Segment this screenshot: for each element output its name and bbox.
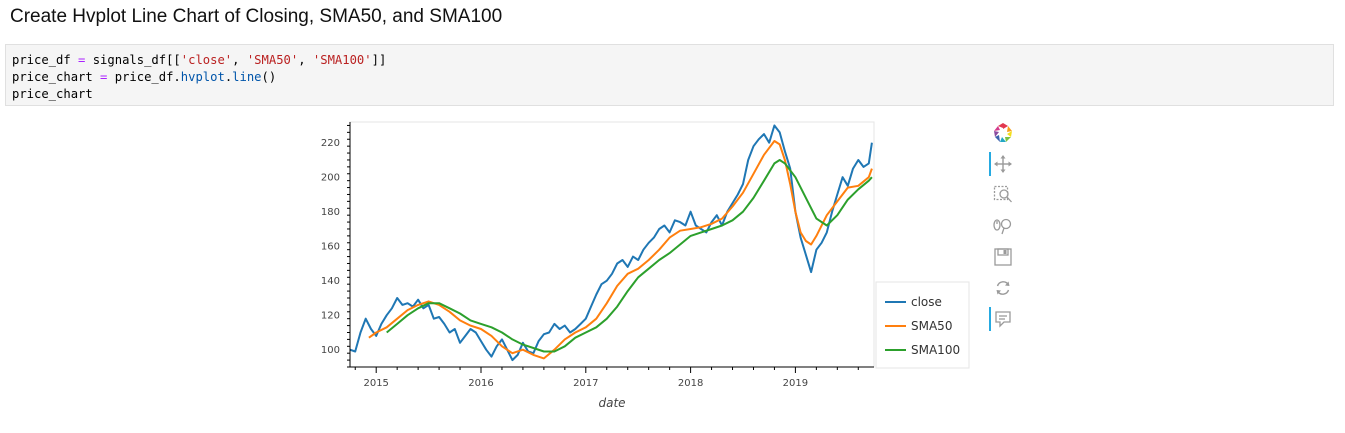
y-tick-label: 100 — [321, 345, 340, 356]
code-token: = — [70, 53, 93, 67]
code-token: . — [224, 70, 233, 84]
code-line-3: price_chart — [12, 87, 93, 101]
y-tick-label: 200 — [321, 173, 340, 184]
y-tick-label: 180 — [321, 207, 340, 218]
box-zoom-icon[interactable] — [988, 182, 1018, 208]
legend-label: SMA50 — [911, 319, 952, 333]
pan-icon[interactable] — [988, 151, 1018, 177]
line-chart[interactable]: 100 120 140 160 180 200 220 2015 2016 2017 2018 201… — [305, 112, 975, 417]
y-tick-label: 140 — [321, 276, 340, 287]
chart-canvas[interactable]: 100 120 140 160 180 200 220 2015 2016 2017 2018 201… — [305, 112, 975, 417]
y-tick-label: 120 — [321, 311, 340, 322]
hover-icon[interactable] — [988, 306, 1018, 332]
x-tick-label: 2018 — [678, 378, 703, 389]
code-token: price_chart — [12, 70, 93, 84]
code-token: price_df. — [114, 70, 181, 84]
reset-icon[interactable] — [988, 275, 1018, 301]
code-token: line — [232, 70, 262, 84]
series-line-sma100 — [386, 159, 873, 353]
save-icon[interactable] — [988, 244, 1018, 270]
code-token: signals_df[[ — [92, 53, 181, 67]
x-tick-label: 2019 — [783, 378, 808, 389]
code-token: , — [232, 53, 247, 67]
code-token: 'SMA100' — [312, 53, 372, 67]
x-tick-label: 2016 — [468, 378, 493, 389]
plot-frame — [349, 121, 875, 368]
code-line-2: price_chart = price_df.hvplot.line() — [12, 70, 276, 84]
series-line-sma50 — [368, 140, 873, 360]
series-line-close — [349, 124, 873, 362]
x-tick-label: 2015 — [363, 378, 388, 389]
code-line-1: price_df = signals_df[['close', 'SMA50',… — [12, 53, 386, 67]
legend-label: SMA100 — [911, 343, 960, 357]
x-axis-label: date — [598, 396, 625, 410]
code-token: price_df — [12, 53, 71, 67]
legend: close SMA50 SMA100 — [875, 281, 970, 369]
series-layer — [349, 124, 873, 362]
plot-toolbar — [988, 120, 1024, 337]
x-tick-label: 2017 — [573, 378, 598, 389]
bokeh-logo-icon[interactable] — [988, 120, 1018, 146]
code-token: = — [92, 70, 115, 84]
axis-layer: 100 120 140 160 180 200 220 2015 2016 2017 2018 201… — [321, 122, 874, 389]
y-tick-label: 160 — [321, 242, 340, 253]
code-token: hvplot — [180, 70, 225, 84]
code-cell[interactable]: price_df = signals_df[['close', 'SMA50',… — [5, 44, 1334, 106]
legend-label: close — [911, 295, 942, 309]
page-title: Create Hvplot Line Chart of Closing, SMA… — [10, 6, 503, 27]
code-token: () — [261, 70, 277, 84]
y-tick-label: 220 — [321, 138, 340, 149]
code-token: ]] — [371, 53, 387, 67]
code-token: 'close' — [180, 53, 233, 67]
code-token: , — [298, 53, 313, 67]
code-token: 'SMA50' — [246, 53, 299, 67]
wheel-zoom-icon[interactable] — [988, 213, 1018, 239]
